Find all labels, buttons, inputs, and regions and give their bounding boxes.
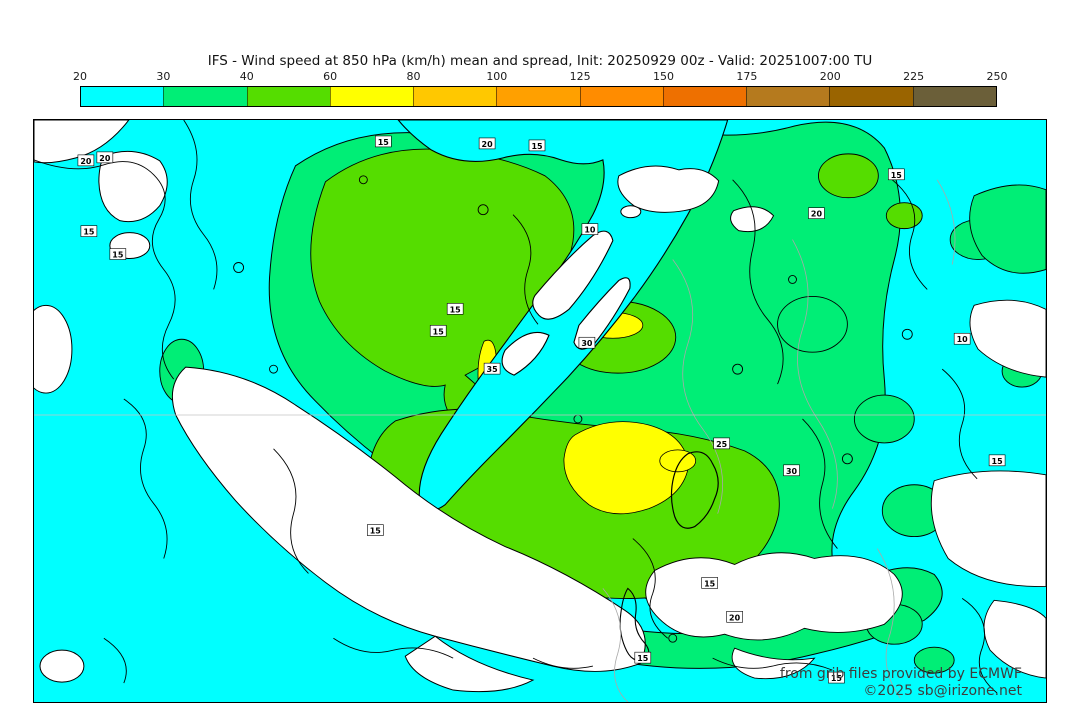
contour-label: 15 <box>80 225 98 237</box>
svg-text:15: 15 <box>704 579 715 588</box>
colorbar-segment <box>246 87 330 106</box>
svg-text:20: 20 <box>482 140 494 149</box>
svg-text:15: 15 <box>433 327 444 336</box>
svg-text:30: 30 <box>786 467 798 476</box>
svg-text:25: 25 <box>716 440 727 449</box>
colorbar-segment <box>912 87 996 106</box>
contour-label: 20 <box>96 151 114 164</box>
contour-label: 20 <box>478 137 496 150</box>
svg-text:35: 35 <box>487 365 498 374</box>
contour-label: 15 <box>828 671 845 684</box>
colorbar-segments <box>80 86 997 107</box>
colorbar-tick: 100 <box>486 70 508 83</box>
svg-text:15: 15 <box>992 457 1003 466</box>
colorbar-segment <box>829 87 913 106</box>
contour-label: 15 <box>367 524 384 536</box>
svg-text:10: 10 <box>584 226 596 235</box>
svg-text:15: 15 <box>891 171 902 180</box>
colorbar: 20 30 40 60 80 100 125 150 175 200 225 250 <box>73 70 1008 107</box>
svg-text:15: 15 <box>637 654 648 663</box>
svg-text:20: 20 <box>729 613 741 622</box>
contour-label: 15 <box>888 168 905 181</box>
contour-label: 15 <box>634 651 652 664</box>
contour-label: 20 <box>77 154 95 167</box>
contour-label: 15 <box>988 454 1006 467</box>
colorbar-tick: 125 <box>569 70 591 83</box>
svg-text:15: 15 <box>450 305 461 314</box>
colorbar-tick: 60 <box>323 70 338 83</box>
watermark-copyright: ©2025 sb@irizone.net <box>863 683 1022 699</box>
svg-text:15: 15 <box>112 251 123 260</box>
border-lines <box>34 179 1046 702</box>
svg-text:20: 20 <box>80 157 92 166</box>
map-svg: 20 20 15 15 15 20 15 10 15 15 30 35 25 30 15 20 10 15 15 20… <box>34 120 1046 702</box>
svg-text:15: 15 <box>378 138 389 147</box>
contour-label: 30 <box>578 336 596 349</box>
colorbar-segment <box>496 87 580 106</box>
wind-speed-fill-regions <box>34 120 1046 702</box>
colorbar-tick: 200 <box>819 70 841 83</box>
colorbar-segment <box>81 87 164 106</box>
watermark-ecmwf: from grib files provided by ECMWF <box>779 666 1022 682</box>
contour-label: 15 <box>446 303 464 315</box>
colorbar-tick: 20 <box>73 70 87 83</box>
contour-label: 20 <box>808 207 825 219</box>
colorbar-segment <box>662 87 747 106</box>
colorbar-segment <box>329 87 414 106</box>
svg-text:20: 20 <box>811 210 823 219</box>
svg-text:15: 15 <box>531 142 542 151</box>
colorbar-segment <box>746 87 830 106</box>
colorbar-tick: 225 <box>903 70 925 83</box>
svg-text:15: 15 <box>370 527 381 536</box>
contour-label: 15 <box>375 135 392 148</box>
contour-label: 15 <box>701 577 718 589</box>
contour-lines <box>34 120 998 694</box>
contour-label: 10 <box>953 332 971 345</box>
colorbar-tick: 150 <box>653 70 675 83</box>
colorbar-ticks: 20 30 40 60 80 100 125 150 175 200 225 250 <box>73 70 1008 86</box>
contour-label: 35 <box>483 362 501 375</box>
colorbar-tick: 80 <box>406 70 421 83</box>
page-title: IFS - Wind speed at 850 hPa (km/h) mean … <box>207 53 873 69</box>
colorbar-tick: 175 <box>736 70 758 83</box>
contour-label: 10 <box>581 223 599 235</box>
colorbar-segment <box>163 87 247 106</box>
contour-label: 15 <box>528 139 546 152</box>
contour-label: 25 <box>713 437 730 450</box>
colorbar-tick: 40 <box>239 70 254 83</box>
weather-map: 20 20 15 15 15 20 15 10 15 15 30 35 25 30 15 20 10 15 15 20… <box>33 119 1047 703</box>
contour-label: 30 <box>783 464 800 477</box>
colorbar-segment <box>579 87 663 106</box>
svg-text:15: 15 <box>83 228 94 237</box>
colorbar-tick: 30 <box>156 70 171 83</box>
svg-text:10: 10 <box>957 335 969 344</box>
contour-label: 20 <box>726 611 743 623</box>
svg-text:15: 15 <box>831 674 842 683</box>
svg-text:20: 20 <box>99 154 111 163</box>
contour-label: 15 <box>429 324 447 337</box>
colorbar-tick: 250 <box>986 70 1008 83</box>
contour-labels-group: 20 20 15 15 15 20 15 10 15 15 30 35 25 30 15 20 10 15 15 20… <box>77 135 1006 684</box>
contour-label: 15 <box>109 248 127 260</box>
svg-text:30: 30 <box>581 339 593 348</box>
colorbar-segment <box>413 87 497 106</box>
